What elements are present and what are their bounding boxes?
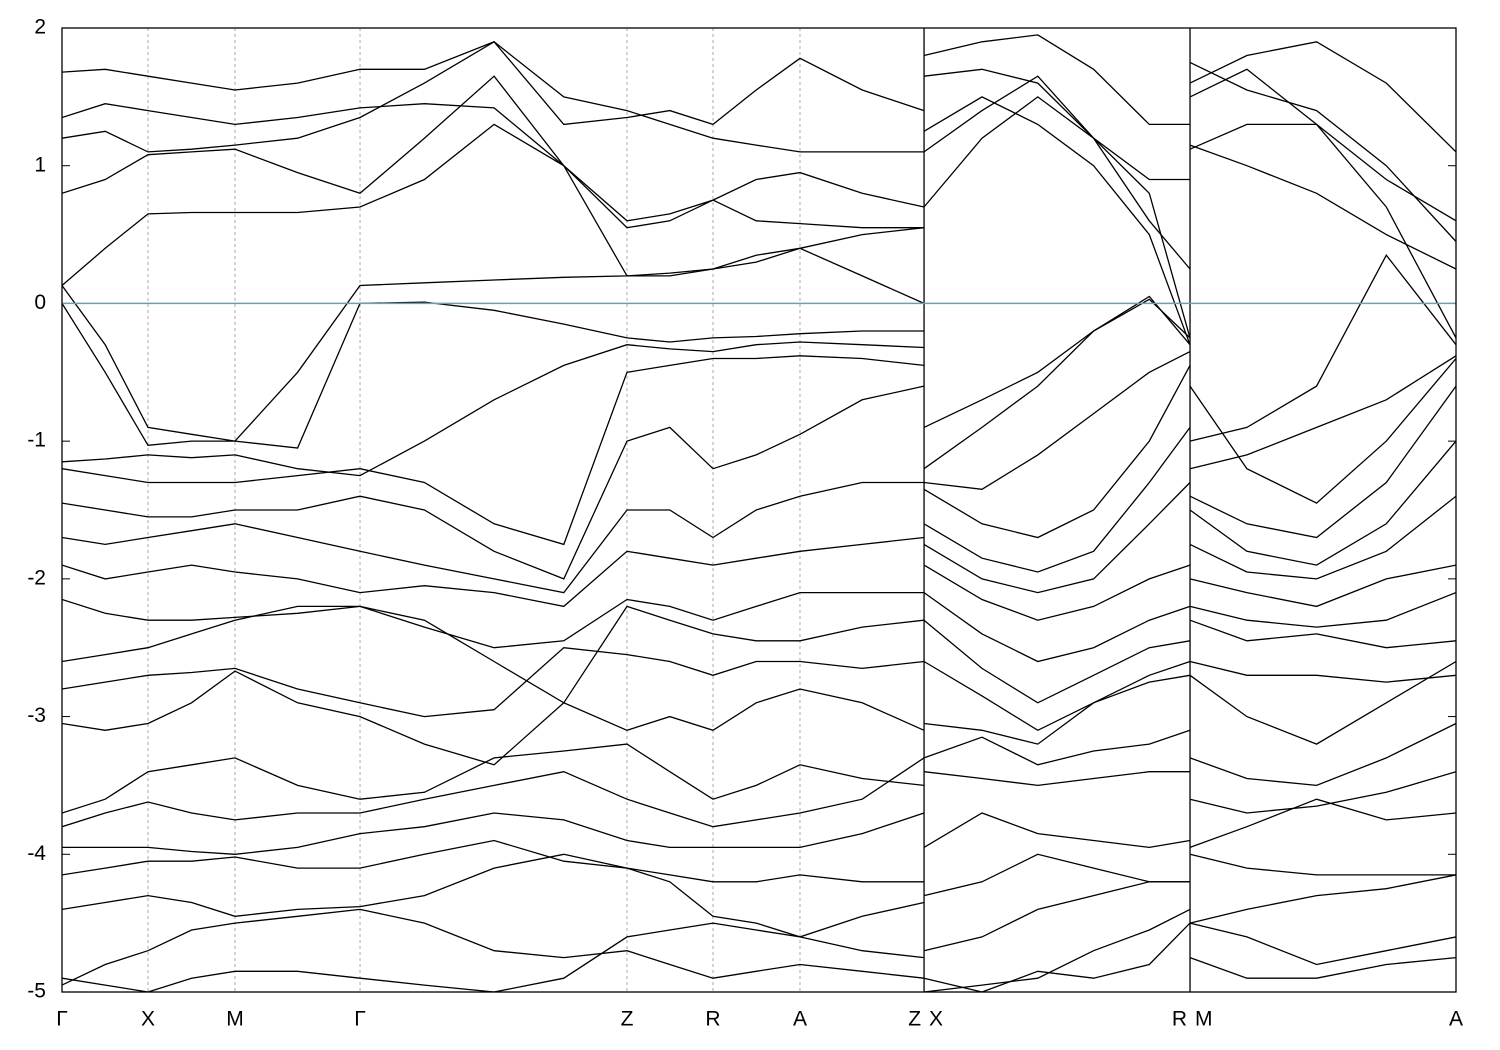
band bbox=[62, 34, 1456, 304]
x-tick-label: A bbox=[1449, 1008, 1463, 1031]
y-tick-label: -1 bbox=[27, 429, 46, 452]
band bbox=[62, 647, 1456, 732]
y-tick-label: 1 bbox=[34, 153, 46, 176]
bands bbox=[62, 34, 1456, 992]
band bbox=[62, 605, 1456, 704]
x-tick-label: M bbox=[226, 1008, 244, 1031]
band bbox=[62, 298, 1456, 504]
band bbox=[62, 96, 1456, 286]
band bbox=[62, 385, 1456, 580]
x-tick-label: M bbox=[1195, 1008, 1213, 1031]
plot-frame bbox=[61, 27, 1457, 993]
band bbox=[62, 481, 1456, 594]
band bbox=[62, 798, 1456, 855]
band bbox=[62, 355, 1456, 546]
band bbox=[62, 757, 1456, 828]
y-tick-label: -4 bbox=[27, 842, 46, 865]
y-tick-label: -3 bbox=[27, 704, 46, 727]
band bbox=[62, 591, 1456, 663]
band bbox=[62, 660, 1456, 766]
band bbox=[62, 908, 1456, 992]
y-tick-label: 2 bbox=[34, 16, 46, 39]
x-tick-label: X bbox=[141, 1008, 155, 1031]
x-tick-label: X bbox=[929, 1008, 943, 1031]
x-tick-label: A bbox=[793, 1008, 807, 1031]
band bbox=[62, 227, 1456, 442]
y-tick-label: 0 bbox=[34, 291, 46, 314]
y-tick-label: -2 bbox=[27, 566, 46, 589]
x-tick-label: Γ bbox=[354, 1008, 366, 1031]
y-tick-label: -5 bbox=[27, 980, 46, 1003]
x-tick-label: R bbox=[1172, 1008, 1187, 1031]
band bbox=[62, 908, 1456, 992]
band bbox=[62, 341, 1456, 490]
x-tick-label: Γ bbox=[56, 1008, 68, 1031]
x-tick-label: Z bbox=[908, 1008, 921, 1031]
x-tick-label: R bbox=[705, 1008, 720, 1031]
band bbox=[62, 853, 1456, 952]
x-tick-label: Z bbox=[621, 1008, 634, 1031]
band bbox=[62, 68, 1456, 339]
band bbox=[62, 536, 1456, 621]
band bbox=[62, 722, 1456, 814]
